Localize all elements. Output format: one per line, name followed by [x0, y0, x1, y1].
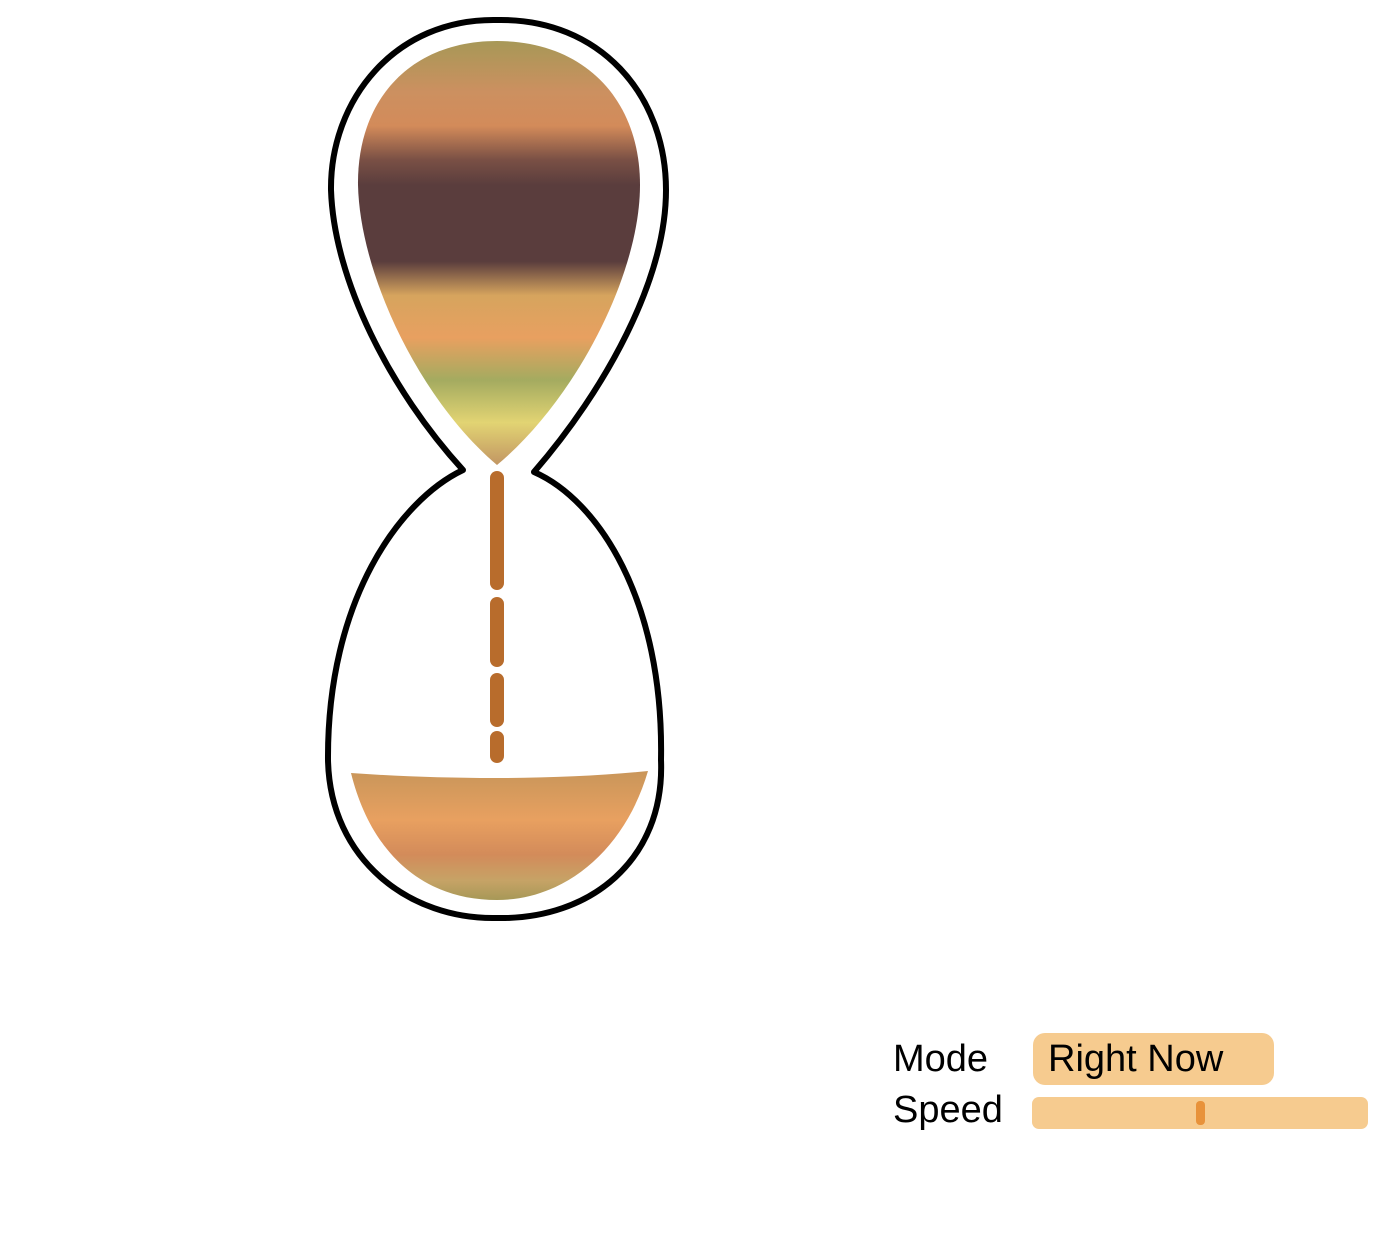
top-sand — [357, 41, 640, 465]
controls-panel: Mode Right Now Speed — [893, 1033, 1373, 1133]
speed-label: Speed — [893, 1089, 1003, 1131]
hourglass-icon — [324, 16, 669, 922]
mode-button[interactable]: Right Now — [1033, 1033, 1274, 1085]
speed-slider-thumb[interactable] — [1196, 1101, 1205, 1125]
bottom-sand — [351, 771, 648, 900]
mode-label: Mode — [893, 1038, 989, 1080]
speed-slider[interactable] — [1032, 1097, 1368, 1129]
hourglass-glass — [324, 16, 669, 922]
